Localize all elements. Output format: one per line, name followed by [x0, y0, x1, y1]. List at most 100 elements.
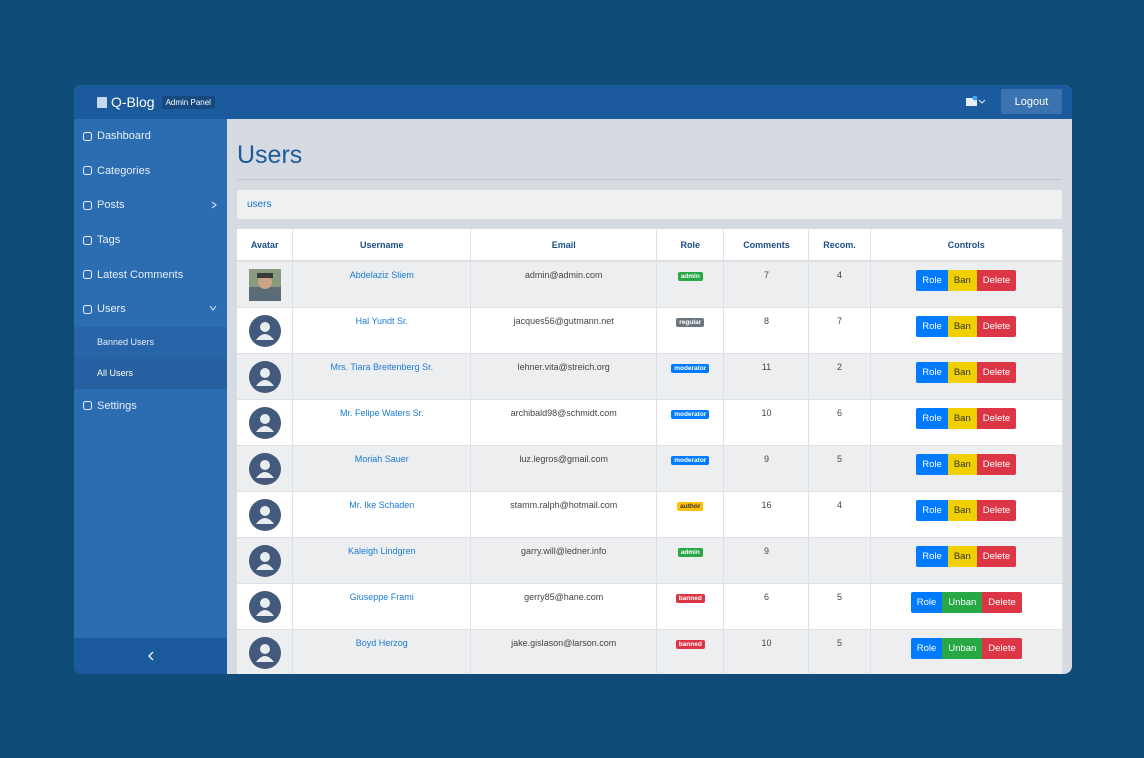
- column-header: Avatar: [237, 229, 294, 262]
- control-button[interactable]: Role: [916, 270, 948, 291]
- control-button[interactable]: Ban: [947, 545, 977, 567]
- comments: 11: [723, 352, 810, 399]
- controls: Role Unban Delete: [870, 628, 1063, 674]
- username[interactable]: Mr. Ike Schaden: [292, 490, 472, 537]
- brand[interactable]: Q-Blog Admin Panel: [97, 94, 215, 110]
- control-button[interactable]: Delete: [976, 407, 1017, 429]
- username[interactable]: Mr. Felipe Waters Sr.: [292, 398, 472, 445]
- nav-item[interactable]: Users: [74, 292, 227, 327]
- username[interactable]: Mrs. Tiara Breitenberg Sr.: [292, 352, 472, 399]
- email: jacques56@gutmann.net: [470, 306, 658, 353]
- username[interactable]: Boyd Herzog: [292, 628, 472, 674]
- column-header: Controls: [870, 229, 1063, 262]
- user-row: Hal Yundt Sr. jacques56@gutmann.net regula…: [237, 306, 1063, 353]
- controls: Role Ban Delete: [870, 260, 1063, 307]
- role-badge: regular: [676, 317, 705, 327]
- mail-icon[interactable]: [966, 96, 988, 108]
- role-badge: author: [677, 501, 704, 511]
- header-row: Avatar Username Email Role Comments Recom. Con…: [237, 229, 1063, 262]
- role-cell: author: [656, 490, 725, 537]
- control-button[interactable]: Ban: [947, 499, 977, 521]
- column-header: Role: [656, 229, 725, 262]
- nav-label: Categories: [97, 164, 151, 177]
- controls: Role Ban Delete: [870, 490, 1063, 537]
- controls: Role Ban Delete: [870, 536, 1063, 583]
- user-row: Abdelaziz Sliem admin@admin.com admin 7 4 Rol…: [237, 260, 1063, 307]
- nav-item[interactable]: Categories: [74, 154, 227, 189]
- nav-item[interactable]: Posts: [74, 188, 227, 223]
- control-button[interactable]: Ban: [947, 407, 977, 429]
- nav-item[interactable]: Tags: [74, 223, 227, 258]
- control-button[interactable]: Delete: [976, 315, 1017, 337]
- username[interactable]: Abdelaziz Sliem: [292, 260, 472, 307]
- nav-item[interactable]: Settings: [74, 389, 227, 424]
- collapse-button[interactable]: [74, 638, 227, 674]
- control-button[interactable]: Role: [916, 361, 948, 383]
- column-header: Comments: [723, 229, 810, 262]
- controls: Role Ban Delete: [870, 398, 1063, 445]
- button-group: Role Ban Delete: [916, 499, 1017, 521]
- control-button[interactable]: Unban: [942, 591, 983, 613]
- email: jake.gislason@larson.com: [470, 628, 658, 674]
- control-button[interactable]: Ban: [947, 453, 977, 475]
- nav: Dashboard Categories Posts Tags Latest Comme…: [74, 119, 227, 423]
- username[interactable]: Kaleigh Lindgren: [292, 536, 472, 583]
- recom: 4: [808, 260, 871, 307]
- control-button[interactable]: Delete: [976, 453, 1017, 475]
- controls: Role Ban Delete: [870, 444, 1063, 491]
- control-button[interactable]: Role: [916, 315, 948, 337]
- comments: 6: [723, 582, 810, 629]
- username[interactable]: Moriah Sauer: [292, 444, 472, 491]
- control-button[interactable]: Role: [910, 591, 943, 613]
- avatar-default: [248, 406, 281, 439]
- control-button[interactable]: Ban: [947, 361, 977, 383]
- topbar: Q-Blog Admin Panel Logout: [74, 85, 1072, 119]
- control-button[interactable]: Role: [916, 499, 948, 521]
- controls: Role Ban Delete: [870, 306, 1063, 353]
- control-button[interactable]: Ban: [947, 270, 977, 291]
- role-badge: moderator: [671, 363, 710, 373]
- avatar-photo: [248, 269, 281, 301]
- role-badge: admin: [677, 547, 703, 557]
- user-row: Mr. Felipe Waters Sr. archibald98@schmidt…: [237, 398, 1063, 445]
- breadcrumb[interactable]: users: [237, 190, 1062, 219]
- control-button[interactable]: Role: [916, 545, 948, 567]
- avatar-default: [248, 452, 281, 485]
- username[interactable]: Hal Yundt Sr.: [292, 306, 472, 353]
- control-button[interactable]: Ban: [947, 315, 977, 337]
- control-button[interactable]: Delete: [982, 591, 1022, 613]
- email: stamm.ralph@hotmail.com: [470, 490, 658, 537]
- logout-button[interactable]: Logout: [1001, 89, 1062, 114]
- control-button[interactable]: Delete: [982, 637, 1022, 659]
- page-title: Users: [237, 141, 303, 169]
- recom: [808, 536, 871, 583]
- button-group: Role Ban Delete: [916, 315, 1017, 337]
- avatar-default: [248, 360, 281, 393]
- avatar-cell: [237, 444, 294, 491]
- comments: 8: [723, 306, 810, 353]
- column-header: Recom.: [808, 229, 871, 262]
- control-button[interactable]: Role: [916, 407, 948, 429]
- role-badge: admin: [677, 272, 703, 281]
- recom: 7: [808, 306, 871, 353]
- email: lehner.vita@streich.org: [470, 352, 658, 399]
- avatar-default: [248, 314, 281, 347]
- control-button[interactable]: Delete: [976, 361, 1017, 383]
- submenu-item[interactable]: Banned Users: [74, 326, 227, 358]
- control-button[interactable]: Delete: [976, 545, 1017, 567]
- avatar-cell: [237, 306, 294, 353]
- column-header: Email: [470, 229, 658, 262]
- submenu-item[interactable]: All Users: [74, 357, 227, 389]
- control-button[interactable]: Unban: [942, 637, 983, 659]
- role-badge: moderator: [671, 455, 710, 465]
- control-button[interactable]: Delete: [976, 270, 1017, 291]
- username[interactable]: Giuseppe Frami: [292, 582, 472, 629]
- nav-item[interactable]: Dashboard: [74, 119, 227, 154]
- control-button[interactable]: Role: [910, 637, 943, 659]
- control-button[interactable]: Role: [916, 453, 948, 475]
- nav-item[interactable]: Latest Comments: [74, 257, 227, 292]
- controls: Role Ban Delete: [870, 352, 1063, 399]
- nav-label: Tags: [97, 234, 121, 247]
- control-button[interactable]: Delete: [976, 499, 1017, 521]
